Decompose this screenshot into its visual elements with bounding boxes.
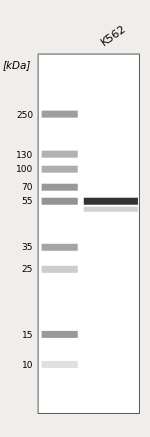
Text: K562: K562 bbox=[99, 24, 128, 48]
Text: [kDa]: [kDa] bbox=[3, 60, 31, 70]
Text: 100: 100 bbox=[16, 166, 33, 174]
Text: 250: 250 bbox=[16, 111, 33, 119]
Text: 130: 130 bbox=[16, 150, 33, 160]
Text: 55: 55 bbox=[21, 198, 33, 207]
Text: 35: 35 bbox=[21, 243, 33, 253]
Text: 70: 70 bbox=[21, 184, 33, 193]
Text: 25: 25 bbox=[22, 266, 33, 274]
Text: 15: 15 bbox=[21, 330, 33, 340]
Text: 10: 10 bbox=[21, 361, 33, 370]
